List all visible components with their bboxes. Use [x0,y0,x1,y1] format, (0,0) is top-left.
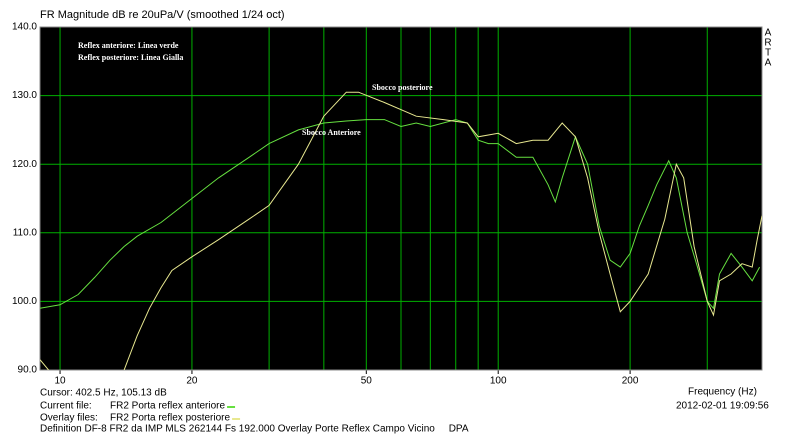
series-line [40,119,761,310]
definition: Definition DF-8 FR2 da IMP MLS 262144 Fs… [40,424,469,435]
note: Reflex anteriore: Linea verde [78,41,179,50]
y-tick-label: 100.0 [12,296,37,307]
brand-letter: A [765,28,772,39]
plot-border [39,26,763,371]
x-tick-label: 200 [622,376,639,387]
note: Reflex posteriore: Linea Gialla [78,53,183,62]
x-tick-label: 100 [490,376,507,387]
y-tick-label: 140.0 [12,22,37,33]
brand-letter: T [765,48,771,59]
series-group [40,91,762,370]
x-tick-label: 50 [361,376,373,387]
y-tick-label: 110.0 [13,227,38,238]
chart-title: FR Magnitude dB re 20uPa/V (smoothed 1/2… [40,9,285,21]
y-tick-label: 130.0 [12,90,37,101]
brand-letter: R [764,38,771,49]
brand-letter: A [765,58,772,69]
y-tick-label: 120.0 [12,159,37,170]
x-tick-label: 20 [186,376,198,387]
x-axis-title: Frequency (Hz) [688,387,757,398]
timestamp: 2012-02-01 19:09:56 [676,401,769,412]
overlay-label: Overlay files: [40,413,98,424]
cursor: Cursor: 402.5 Hz, 105.13 dB [40,388,167,399]
legend-label: FR2 Porta reflex posteriore [110,413,230,424]
series-line [40,91,762,370]
y-tick-label: 90.0 [18,365,38,376]
annotation: Sbocco Anteriore [302,128,361,137]
x-tick-label: 10 [54,376,66,387]
current-label: Current file: [40,401,92,412]
annotation: Sbocco posteriore [372,83,433,92]
legend-label: FR2 Porta reflex anteriore [110,401,225,412]
